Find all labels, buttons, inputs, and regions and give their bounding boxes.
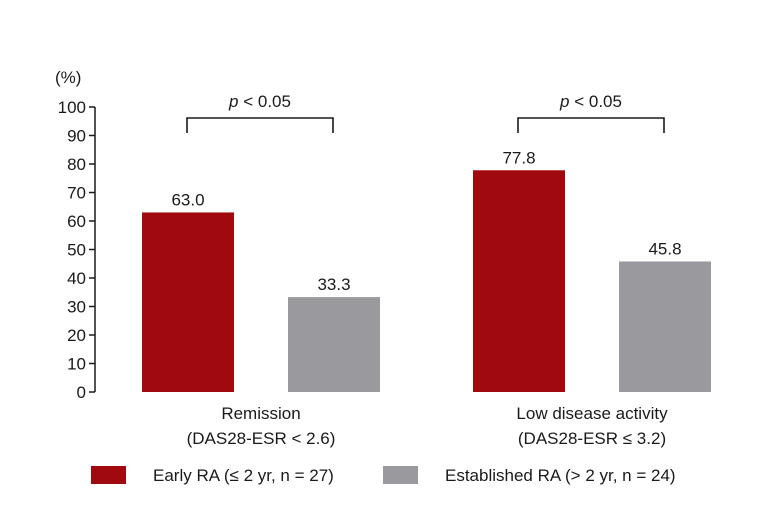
category-sublabel: (DAS28-ESR < 2.6) [187,429,336,448]
bars [142,170,711,392]
significance-bracket [517,117,665,133]
bar [288,297,380,392]
bar [619,261,711,392]
p-threshold: < 0.05 [570,92,622,111]
y-tick-label: 30 [67,298,86,317]
y-axis: 0 10 20 30 40 50 60 70 80 90 100 [58,98,96,402]
bar [142,212,234,392]
category-labels: Remission (DAS28-ESR < 2.6) Low disease ac… [187,404,668,448]
significance-brackets: p < 0.05 p < 0.05 [186,92,665,133]
category-sublabel: (DAS28-ESR ≤ 3.2) [518,429,666,448]
y-tick-label: 100 [58,98,86,117]
category-label: Remission [221,404,300,423]
p-value-label: p < 0.05 [559,92,622,111]
p-value-label: p < 0.05 [228,92,291,111]
bar [473,170,565,392]
y-tick-label: 80 [67,155,86,174]
y-tick-label: 90 [67,127,86,146]
data-label: 63.0 [171,190,204,209]
significance-bracket [186,117,334,133]
category-label: Low disease activity [516,404,668,423]
y-tick-label: 50 [67,241,86,260]
data-labels: 63.0 33.3 77.8 45.8 [171,148,681,294]
p-threshold: < 0.05 [239,92,291,111]
y-tick-label: 0 [77,383,86,402]
y-tick-label: 70 [67,184,86,203]
y-axis-label: (%) [55,68,81,87]
data-label: 33.3 [317,275,350,294]
p-symbol: p [559,92,569,111]
p-symbol: p [228,92,238,111]
legend-swatch [91,466,126,484]
y-tick-label: 40 [67,269,86,288]
legend-label: Established RA (> 2 yr, n = 24) [445,466,676,485]
data-label: 45.8 [648,239,681,258]
y-tick-label: 20 [67,326,86,345]
legend-swatch [383,466,418,484]
data-label: 77.8 [502,148,535,167]
y-tick-label: 10 [67,355,86,374]
legend: Early RA (≤ 2 yr, n = 27) Established RA … [91,466,676,485]
y-tick-label: 60 [67,212,86,231]
legend-label: Early RA (≤ 2 yr, n = 27) [153,466,334,485]
